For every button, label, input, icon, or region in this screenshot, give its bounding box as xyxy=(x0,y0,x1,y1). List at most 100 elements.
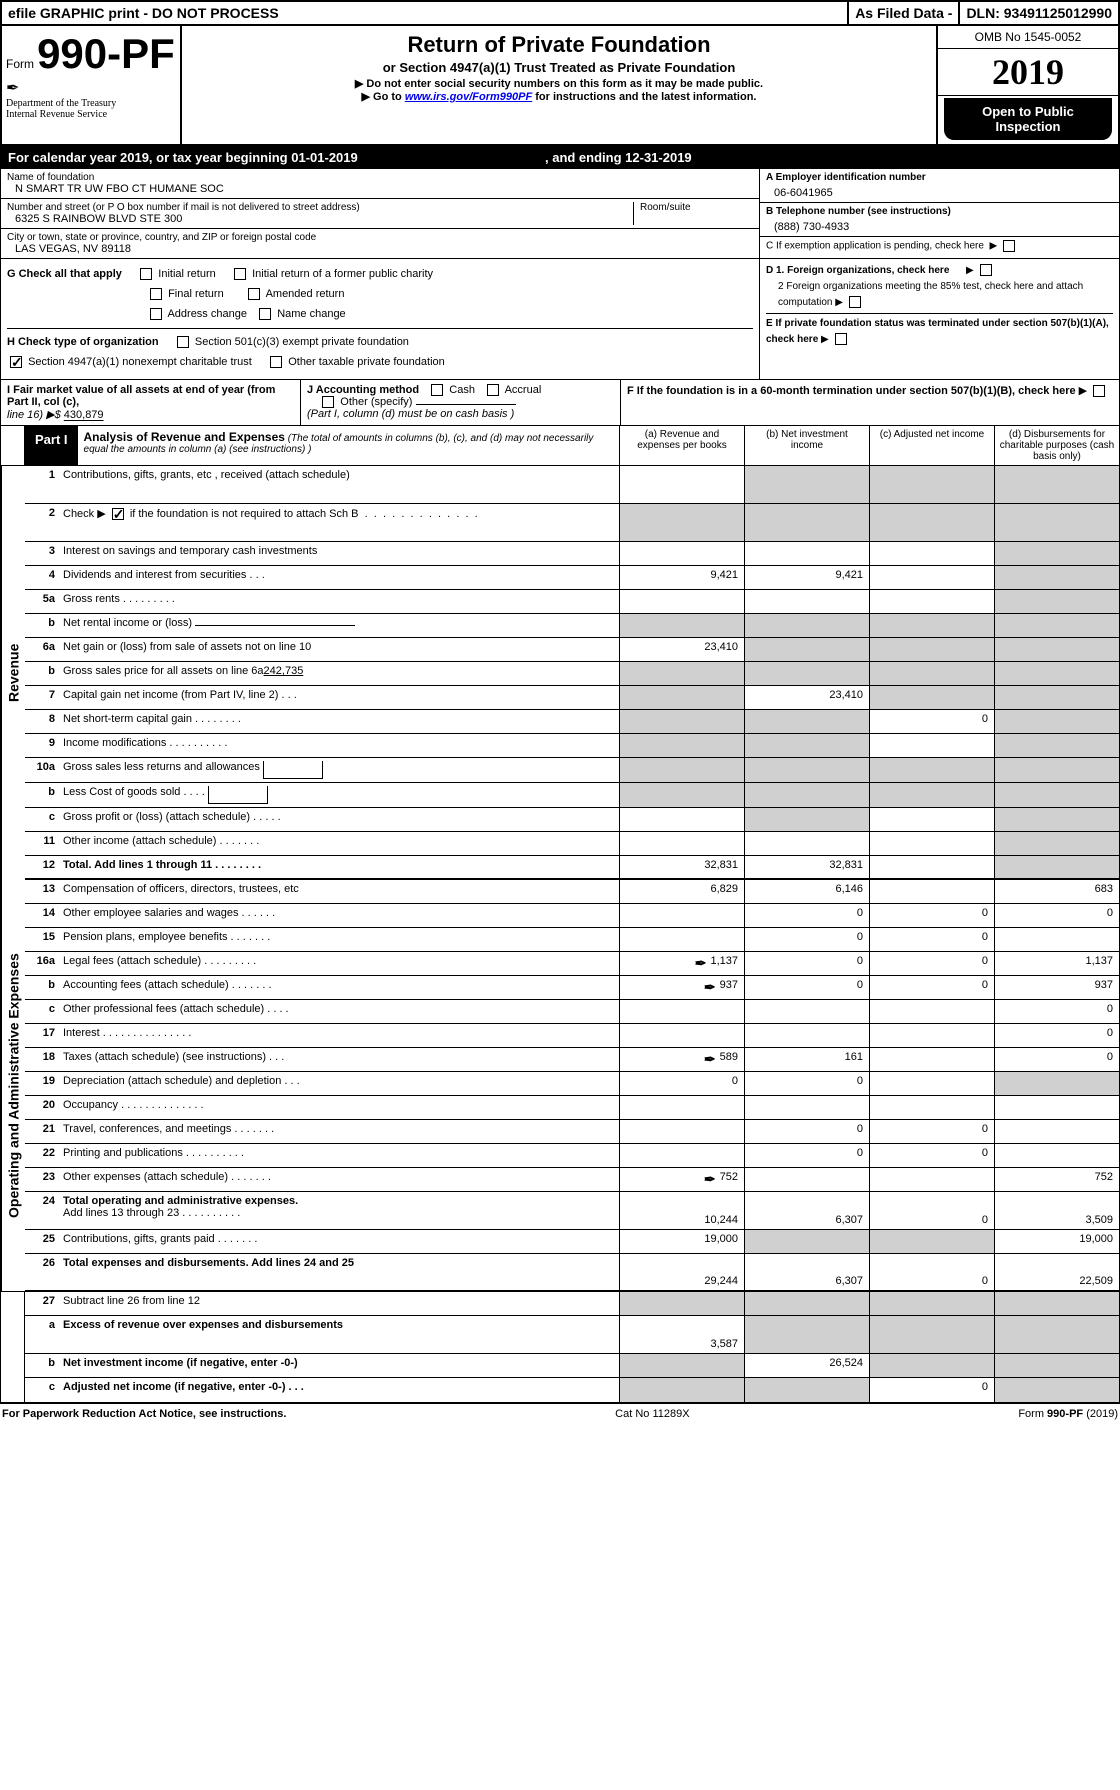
cal-begin: 01-01-2019 xyxy=(291,150,358,165)
row-23: 23Other expenses (attach schedule) . . .… xyxy=(25,1168,1119,1192)
cb-namechange[interactable] xyxy=(259,308,271,320)
h2: Section 4947(a)(1) nonexempt charitable … xyxy=(28,356,252,368)
cb-cash[interactable] xyxy=(431,384,443,396)
line-27-block: 27Subtract line 26 from line 12 aExcess … xyxy=(0,1292,1120,1404)
footer-cat: Cat No 11289X xyxy=(615,1408,689,1420)
calendar-year-bar: For calendar year 2019, or tax year begi… xyxy=(0,146,1120,169)
instr2-post: for instructions and the latest informat… xyxy=(535,91,756,103)
sched-icon[interactable]: ✒ xyxy=(704,979,716,996)
expenses-table: Operating and Administrative Expenses 13… xyxy=(0,880,1120,1292)
sched-icon[interactable]: ✒ xyxy=(695,955,707,972)
g4: Amended return xyxy=(266,288,345,300)
cb-4947[interactable] xyxy=(10,356,22,368)
footer-left: For Paperwork Reduction Act Notice, see … xyxy=(2,1408,286,1420)
i-line: line 16) ▶$ xyxy=(7,409,61,421)
g1: Initial return xyxy=(158,268,215,280)
form-prefix: Form xyxy=(6,57,34,71)
efile-bar: efile GRAPHIC print - DO NOT PROCESS As … xyxy=(0,0,1120,26)
row-12: 12Total. Add lines 1 through 11 . . . . … xyxy=(25,856,1119,880)
j2: Accrual xyxy=(505,384,542,396)
col-c-hdr: (c) Adjusted net income xyxy=(869,426,994,465)
row-14: 14Other employee salaries and wages . . … xyxy=(25,904,1119,928)
row-27b: bNet investment income (if negative, ent… xyxy=(25,1354,1119,1378)
row-5a: 5aGross rents . . . . . . . . . xyxy=(25,590,1119,614)
expense-side-label: Operating and Administrative Expenses xyxy=(1,880,25,1292)
row-27: 27Subtract line 26 from line 12 xyxy=(25,1292,1119,1316)
form-header: Form 990-PF ✒ Department of the Treasury… xyxy=(0,26,1120,146)
g2: Initial return of a former public charit… xyxy=(252,268,433,280)
cb-e[interactable] xyxy=(835,333,847,345)
cb-f[interactable] xyxy=(1093,385,1105,397)
col-d-hdr: (d) Disbursements for charitable purpose… xyxy=(994,426,1119,465)
row-16a: 16aLegal fees (attach schedule) . . . . … xyxy=(25,952,1119,976)
cb-amended[interactable] xyxy=(248,288,260,300)
row-5b: bNet rental income or (loss) xyxy=(25,614,1119,638)
addr-value: 6325 S RAINBOW BLVD STE 300 xyxy=(7,213,633,225)
open-public: Open to Public Inspection xyxy=(944,98,1112,140)
j-label: J Accounting method xyxy=(307,384,419,396)
row-16b: bAccounting fees (attach schedule) . . .… xyxy=(25,976,1119,1000)
row-4: 4Dividends and interest from securities … xyxy=(25,566,1119,590)
col-a-hdr: (a) Revenue and expenses per books xyxy=(619,426,744,465)
d1-label: D 1. Foreign organizations, check here xyxy=(766,265,949,276)
cb-schb[interactable] xyxy=(112,508,124,520)
row-21: 21Travel, conferences, and meetings . . … xyxy=(25,1120,1119,1144)
cb-address[interactable] xyxy=(150,308,162,320)
j1: Cash xyxy=(449,384,475,396)
cb-d2[interactable] xyxy=(849,296,861,308)
row-24: 24Total operating and administrative exp… xyxy=(25,1192,1119,1230)
row-15: 15Pension plans, employee benefits . . .… xyxy=(25,928,1119,952)
ein-label: A Employer identification number xyxy=(766,172,926,183)
cb-final[interactable] xyxy=(150,288,162,300)
row-10b: bLess Cost of goods sold . . . . xyxy=(25,783,1119,808)
sched-icon[interactable]: ✒ xyxy=(704,1171,716,1188)
row-27a: aExcess of revenue over expenses and dis… xyxy=(25,1316,1119,1354)
form-subtitle: or Section 4947(a)(1) Trust Treated as P… xyxy=(188,58,930,77)
cal-pre: For calendar year 2019, or tax year begi… xyxy=(8,150,291,165)
row-10a: 10aGross sales less returns and allowanc… xyxy=(25,758,1119,783)
omb-number: OMB No 1545-0052 xyxy=(938,26,1118,49)
tax-year: 2019 xyxy=(938,49,1118,96)
part-i-label: Part I xyxy=(25,426,78,465)
cb-other-acct[interactable] xyxy=(322,396,334,408)
row-17: 17Interest . . . . . . . . . . . . . . .… xyxy=(25,1024,1119,1048)
row-13: 13Compensation of officers, directors, t… xyxy=(25,880,1119,904)
row-1: 1Contributions, gifts, grants, etc , rec… xyxy=(25,466,1119,504)
fmv-row: I Fair market value of all assets at end… xyxy=(0,380,1120,426)
c-label: C If exemption application is pending, c… xyxy=(766,241,984,252)
foundation-name: N SMART TR UW FBO CT HUMANE SOC xyxy=(7,183,753,195)
instr2-pre: ▶ Go to xyxy=(362,91,405,103)
h1: Section 501(c)(3) exempt private foundat… xyxy=(195,336,409,348)
efile-mid: As Filed Data - xyxy=(849,2,960,24)
revenue-table: Revenue 1Contributions, gifts, grants, e… xyxy=(0,466,1120,880)
row-27c: cAdjusted net income (if negative, enter… xyxy=(25,1378,1119,1402)
g6: Name change xyxy=(277,308,346,320)
h3: Other taxable private foundation xyxy=(288,356,445,368)
instr-1: ▶ Do not enter social security numbers o… xyxy=(188,77,930,90)
cb-other-tax[interactable] xyxy=(270,356,282,368)
d2-label: 2 Foreign organizations meeting the 85% … xyxy=(778,281,1083,308)
row-20: 20Occupancy . . . . . . . . . . . . . . xyxy=(25,1096,1119,1120)
irs-link[interactable]: www.irs.gov/Form990PF xyxy=(405,91,532,103)
row-2: 2Check ▶ if the foundation is not requir… xyxy=(25,504,1119,542)
sched-icon[interactable]: ✒ xyxy=(704,1051,716,1068)
efile-left: efile GRAPHIC print - DO NOT PROCESS xyxy=(2,2,849,24)
row-22: 22Printing and publications . . . . . . … xyxy=(25,1144,1119,1168)
footer-form: Form 990-PF (2019) xyxy=(1018,1408,1118,1420)
cb-501c3[interactable] xyxy=(177,336,189,348)
row-7: 7Capital gain net income (from Part IV, … xyxy=(25,686,1119,710)
c-checkbox[interactable] xyxy=(1003,240,1015,252)
col-b-hdr: (b) Net investment income xyxy=(744,426,869,465)
row-6b: bGross sales price for all assets on lin… xyxy=(25,662,1119,686)
cb-initial[interactable] xyxy=(140,268,152,280)
j-note: (Part I, column (d) must be on cash basi… xyxy=(307,408,514,420)
g5: Address change xyxy=(167,308,247,320)
cb-initial-former[interactable] xyxy=(234,268,246,280)
cb-d1[interactable] xyxy=(980,264,992,276)
instr-2: ▶ Go to www.irs.gov/Form990PF for instru… xyxy=(188,90,930,103)
room-label: Room/suite xyxy=(640,202,753,213)
row-18: 18Taxes (attach schedule) (see instructi… xyxy=(25,1048,1119,1072)
cal-end: 12-31-2019 xyxy=(625,150,692,165)
cb-accrual[interactable] xyxy=(487,384,499,396)
row-3: 3Interest on savings and temporary cash … xyxy=(25,542,1119,566)
